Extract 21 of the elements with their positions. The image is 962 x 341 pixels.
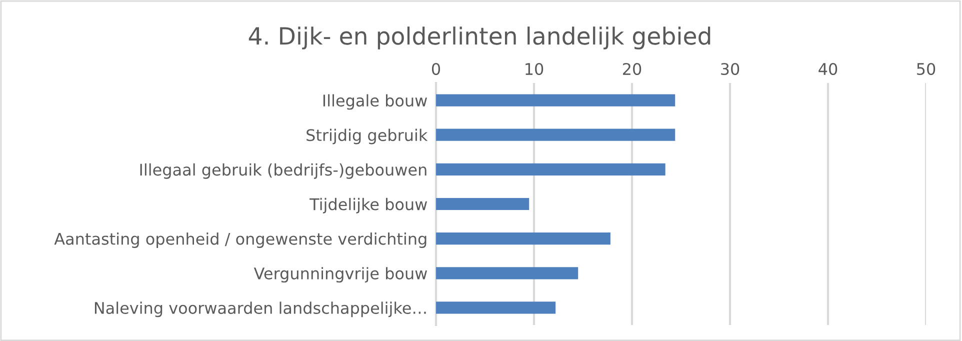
bar (436, 128, 676, 141)
x-tick-label: 50 (917, 62, 936, 76)
bar (436, 267, 578, 280)
y-tick-label: Naleving voorwaarden landschappelijke… (94, 302, 426, 318)
y-tick-label: Tijdelijke bouw (310, 198, 427, 214)
bar (436, 94, 676, 106)
bar (436, 232, 610, 245)
bar (436, 302, 556, 314)
x-tick-label: 40 (818, 62, 838, 76)
y-tick-label: Illegale bouw (323, 94, 427, 110)
bar (436, 163, 666, 176)
y-tick-label: Strijdig gebruik (306, 128, 428, 144)
x-tick-label: 30 (721, 62, 740, 76)
y-tick-label: Vergunningvrije bouw (254, 267, 427, 283)
bar (436, 198, 530, 210)
x-tick-label: 0 (432, 62, 440, 76)
y-tick-label: Aantasting openheid / ongewenste verdichting (54, 232, 426, 248)
y-tick-label: Illegaal gebruik (bedrijfs-)gebouwen (140, 163, 426, 179)
x-tick-label: 10 (526, 62, 544, 76)
x-tick-label: 20 (623, 62, 642, 76)
chart-title: 4. Dijk- en polderlinten landelijk gebied (248, 26, 710, 50)
